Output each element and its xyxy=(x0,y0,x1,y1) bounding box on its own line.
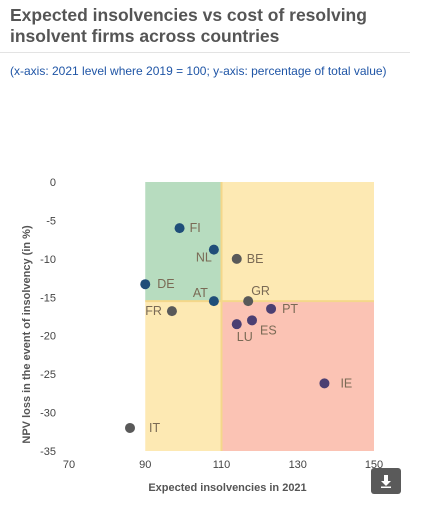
x-axis-label: Expected insolvencies in 2021 xyxy=(148,482,306,494)
point-label-pt: PT xyxy=(282,302,298,316)
title-divider xyxy=(0,52,410,53)
data-point-nl xyxy=(208,244,219,255)
data-point-es xyxy=(247,315,257,326)
point-label-fr: FR xyxy=(145,304,162,318)
point-label-es: ES xyxy=(260,323,277,337)
region-yellow xyxy=(221,182,374,302)
data-point-pt xyxy=(266,303,277,314)
download-button[interactable] xyxy=(371,468,401,494)
y-tick-label: 0 xyxy=(50,177,56,189)
x-tick-label: 70 xyxy=(63,459,75,471)
x-tick-label: 110 xyxy=(213,459,231,471)
point-label-de: DE xyxy=(157,277,174,291)
y-axis-label: NPV loss in the event of insolvency (in … xyxy=(21,225,33,444)
data-point-fi xyxy=(174,223,185,234)
data-point-fr xyxy=(166,306,177,317)
x-tick-label: 90 xyxy=(139,459,151,471)
point-label-gr: GR xyxy=(251,284,270,298)
download-arrow-icon xyxy=(381,475,391,488)
data-point-ie xyxy=(319,378,330,389)
y-tick-label: -15 xyxy=(40,292,56,304)
y-tick-label: -30 xyxy=(40,408,56,420)
point-label-it: IT xyxy=(149,421,160,435)
data-point-be xyxy=(231,253,242,264)
region-green xyxy=(145,182,222,302)
point-label-at: AT xyxy=(193,286,208,300)
data-point-at xyxy=(208,296,219,307)
data-point-de xyxy=(140,279,151,290)
chart-subtitle: (x-axis: 2021 level where 2019 = 100; y-… xyxy=(10,64,387,78)
x-tick-label: 130 xyxy=(289,459,307,471)
y-tick-label: -35 xyxy=(40,446,56,458)
y-tick-label: -5 xyxy=(46,215,56,227)
chart-title: Expected insolvencies vs cost of resolvi… xyxy=(10,5,367,46)
point-label-nl: NL xyxy=(196,251,212,265)
y-tick-label: -25 xyxy=(40,369,56,381)
region-yellow xyxy=(145,301,222,451)
y-tick-label: -10 xyxy=(40,254,56,266)
point-label-be: BE xyxy=(247,252,264,266)
point-label-ie: IE xyxy=(340,376,352,390)
point-label-fi: FI xyxy=(190,221,201,235)
data-point-lu xyxy=(231,319,242,330)
data-point-gr xyxy=(243,296,254,307)
data-point-it xyxy=(125,422,135,433)
y-tick-label: -20 xyxy=(40,331,56,343)
region-red xyxy=(221,301,374,451)
point-label-lu: LU xyxy=(237,330,253,344)
